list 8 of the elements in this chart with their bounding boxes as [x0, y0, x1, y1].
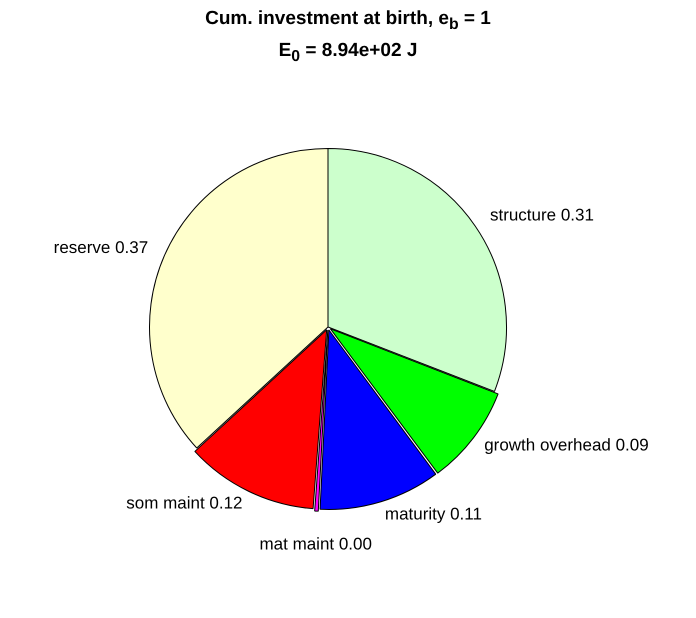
slice-label: growth overhead 0.09: [484, 435, 649, 454]
chart-title: Cum. investment at birth, e$_{b}$ = 1: [204, 8, 492, 34]
chart-subtitle: E$_{0}$ = 8.94e+02 J: [278, 40, 418, 66]
slice-label: som maint 0.12: [126, 493, 242, 512]
slice-label: reserve 0.37: [54, 237, 148, 256]
slice-label: maturity 0.11: [384, 504, 482, 524]
slice-label: structure 0.31: [490, 205, 594, 224]
slice-label: mat maint 0.00: [259, 534, 372, 554]
